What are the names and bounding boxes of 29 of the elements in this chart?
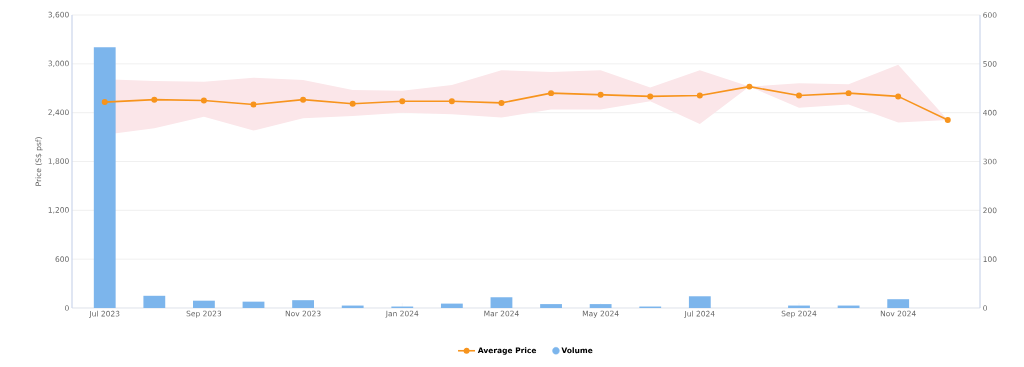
bar	[242, 301, 265, 308]
point	[548, 90, 555, 97]
point	[796, 92, 802, 99]
point	[895, 93, 902, 100]
bar	[688, 296, 711, 308]
point	[647, 93, 654, 100]
point	[349, 100, 356, 107]
point	[944, 117, 951, 123]
bar	[589, 304, 612, 308]
bar	[440, 303, 463, 308]
bar	[887, 299, 910, 308]
bar	[193, 300, 215, 308]
bar	[540, 304, 562, 308]
point	[200, 97, 207, 104]
point	[696, 92, 703, 99]
bar	[143, 295, 166, 308]
point	[399, 98, 406, 105]
point	[250, 101, 257, 108]
point	[597, 91, 604, 98]
bar	[292, 300, 314, 308]
bar	[490, 297, 513, 308]
point	[151, 96, 158, 103]
point	[498, 99, 505, 106]
point	[101, 99, 108, 106]
point	[448, 98, 455, 105]
point	[746, 83, 753, 90]
point	[300, 96, 307, 103]
point	[845, 90, 852, 97]
bar	[93, 47, 116, 308]
